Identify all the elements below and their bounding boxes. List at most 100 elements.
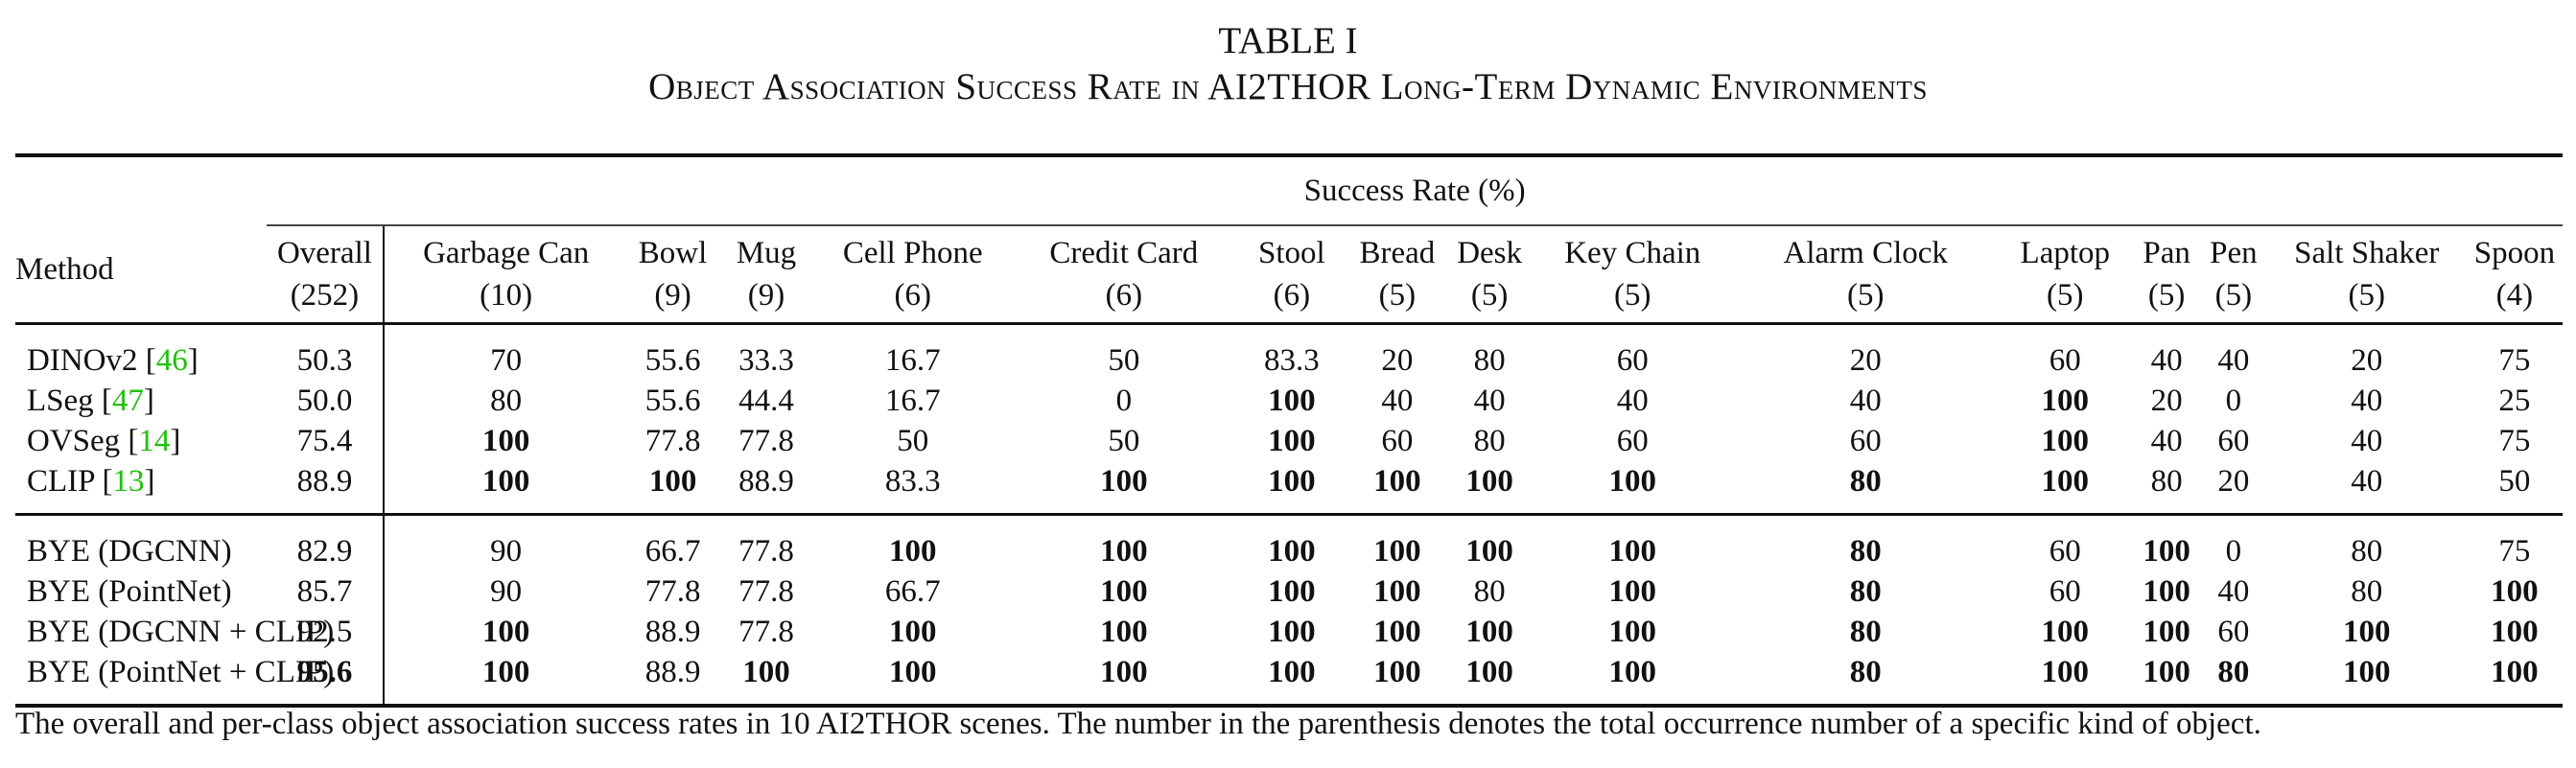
value-cell: 100 (2041, 423, 2090, 458)
method-name: OVSeg (27, 423, 121, 458)
column-header: Pen (5) (2200, 226, 2267, 324)
value-cell: 16.7 (884, 383, 941, 418)
value-cell: 60 (1849, 423, 1882, 458)
value-cell: 83.3 (884, 463, 941, 499)
method-header: Method (15, 251, 114, 287)
value-cell: 80 (2200, 652, 2267, 708)
column-header-name: Cell Phone (842, 236, 983, 270)
table-row: OVSeg [14] 75.4 100 77.8 77.8 50 50 100 60 80 60 60… (15, 421, 2563, 461)
value-cell: 100 (481, 463, 530, 499)
value-cell: 100 (2491, 614, 2539, 649)
value-cell: 40 (1849, 383, 1882, 418)
citation-link[interactable]: 46 (155, 342, 188, 378)
value-cell: 100 (888, 614, 937, 649)
column-header-count: (9) (654, 278, 691, 313)
column-header-count: (5) (2214, 278, 2253, 313)
value-cell: 75 (2466, 322, 2563, 381)
value-cell: 100 (1268, 423, 1316, 458)
method-cell: CLIP [13] (27, 463, 155, 499)
value-cell: 100 (481, 423, 530, 458)
value-cell: 82.9 (267, 513, 385, 571)
value-cell: 100 (1531, 513, 1735, 571)
column-header-name: Bowl (638, 236, 708, 270)
value-cell: 90 (490, 573, 523, 609)
value-cell: 100 (1447, 652, 1532, 708)
column-header-count: (5) (2348, 278, 2386, 313)
column-header-name: Salt Shaker (2294, 236, 2440, 270)
value-cell: 20 (2217, 463, 2250, 499)
value-cell: 77.8 (717, 513, 815, 571)
column-header: Pan (5) (2133, 226, 2200, 324)
citation-link[interactable]: 13 (112, 463, 145, 499)
column-header: Laptop (5) (1997, 226, 2133, 324)
column-header-row: Overall (252) Garbage Can (10) Bowl (9) Mug (9)… (15, 226, 2563, 324)
value-cell: 40 (2133, 322, 2200, 381)
value-cell: 80 (2351, 573, 2383, 609)
citation-link[interactable]: 14 (138, 423, 171, 458)
value-cell: 55.6 (644, 383, 701, 418)
value-cell: 80 (1849, 463, 1882, 499)
value-cell: 100 (1268, 573, 1316, 609)
column-header: Overall (252) (267, 226, 385, 324)
method-name: CLIP (27, 463, 95, 499)
value-cell: 0 (1115, 383, 1133, 418)
value-cell: 88.9 (644, 614, 701, 649)
table-footnote: The overall and per-class object associa… (15, 707, 2261, 741)
column-header-count: (9) (747, 278, 785, 313)
value-cell: 100 (481, 614, 530, 649)
value-cell: 100 (2041, 614, 2090, 649)
value-cell: 40 (2200, 322, 2267, 381)
value-cell: 95.6 (267, 652, 385, 708)
value-cell: 100 (1236, 513, 1347, 571)
value-cell: 100 (1236, 652, 1347, 708)
value-cell: 100 (2491, 573, 2539, 609)
citation-link[interactable]: 47 (111, 383, 144, 418)
value-cell: 80 (1734, 652, 1998, 708)
column-header-name: Key Chain (1564, 236, 1701, 270)
value-cell: 100 (2466, 652, 2563, 708)
value-cell: 100 (1100, 463, 1148, 499)
value-cell: 50 (897, 423, 929, 458)
value-cell: 77.8 (644, 423, 701, 458)
value-cell: 60 (2217, 614, 2250, 649)
column-header: Desk (5) (1448, 226, 1532, 324)
value-cell: 80 (2150, 463, 2183, 499)
method-name: BYE (DGCNN + CLIP) (27, 614, 335, 649)
value-cell: 66.7 (884, 573, 941, 609)
value-cell: 25 (2498, 383, 2531, 418)
value-cell: 88.9 (267, 461, 385, 515)
value-cell: 40 (2351, 463, 2383, 499)
column-header: Key Chain (5) (1531, 226, 1734, 324)
column-header-name: Pan (2143, 236, 2190, 270)
value-cell: 75 (2498, 423, 2531, 458)
value-cell: 50 (2498, 463, 2531, 499)
value-cell: 100 (1346, 513, 1448, 571)
value-cell: 100 (1100, 573, 1148, 609)
table-row: CLIP [13] 88.9 100 100 88.9 83.3 100 100 100 100 1… (15, 461, 2563, 515)
method-cell: BYE (DGCNN) (15, 513, 268, 571)
value-cell: 20 (1346, 322, 1448, 381)
value-cell: 75 (2466, 513, 2563, 571)
column-header: Alarm Clock (5) (1734, 226, 1997, 324)
table-title: Object Association Success Rate in AI2TH… (648, 66, 1928, 107)
column-header-count: (4) (2495, 278, 2534, 313)
column-header-name: Alarm Clock (1783, 236, 1948, 270)
value-cell: 55.6 (627, 322, 718, 381)
value-cell: 100 (383, 652, 628, 708)
value-cell: 100 (814, 513, 1011, 571)
value-cell: 20 (2266, 322, 2467, 381)
value-cell: 60 (1997, 322, 2134, 381)
value-cell: 100 (1608, 573, 1657, 609)
column-header-count: (252) (290, 278, 360, 313)
value-cell: 100 (717, 652, 815, 708)
value-cell: 77.8 (738, 423, 794, 458)
value-cell: 50.3 (267, 322, 385, 381)
value-cell: 100 (2041, 383, 2090, 418)
value-cell: 80 (1849, 573, 1882, 609)
value-cell: 100 (1100, 614, 1148, 649)
column-header: Bread (5) (1347, 226, 1448, 324)
value-cell: 20 (1734, 322, 1998, 381)
column-header-name: Bread (1359, 236, 1436, 270)
method-cell: OVSeg [14] (27, 423, 181, 458)
value-cell: 50 (1108, 423, 1140, 458)
